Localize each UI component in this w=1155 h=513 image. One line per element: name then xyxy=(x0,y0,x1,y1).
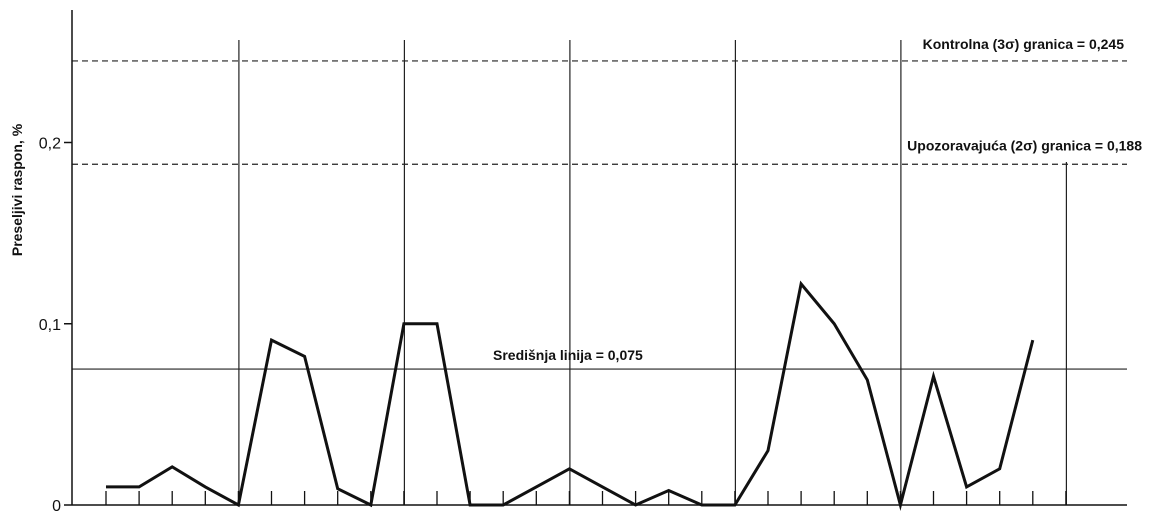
y-tick-label-2: 0,2 xyxy=(39,136,61,153)
y-tick-label-1: 0,1 xyxy=(39,317,61,334)
label-layer: 0 0,1 0,2 Preseljivi raspon, % Kontrolna (3σ… xyxy=(9,36,1142,513)
reference-label-1: Upozoravajuća (2σ) granica = 0,188 xyxy=(907,137,1142,153)
reference-label-2: Središnja linija = 0,075 xyxy=(493,347,643,363)
reference-lines-layer xyxy=(72,60,1127,370)
grid-layer xyxy=(238,40,1068,505)
axis-layer xyxy=(64,10,1127,506)
y-axis-title: Preseljivi raspon, % xyxy=(9,123,25,256)
series-layer xyxy=(105,280,1035,511)
reference-label-0: Kontrolna (3σ) granica = 0,245 xyxy=(923,36,1125,52)
y-tick-label-0: 0 xyxy=(52,498,61,513)
